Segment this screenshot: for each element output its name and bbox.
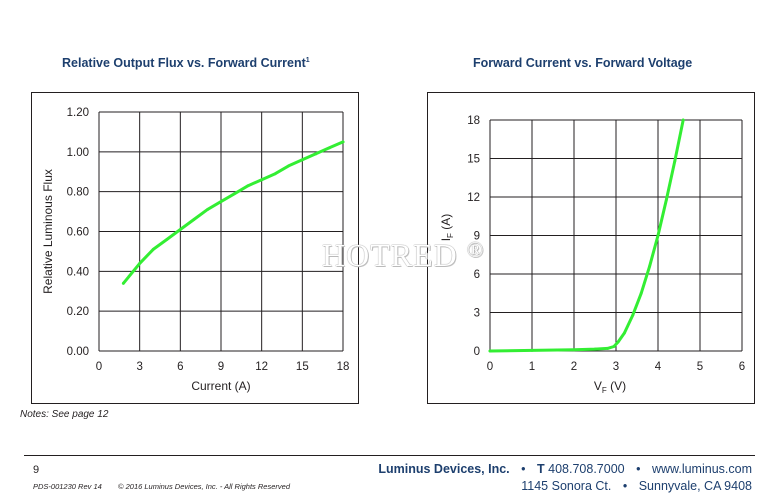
x-tick-label: 12 xyxy=(255,361,268,373)
city-address: Sunnyvale, CA 9408 xyxy=(638,479,752,493)
phone-number: 408.708.7000 xyxy=(548,462,625,476)
flux-chart-title: Relative Output Flux vs. Forward Current… xyxy=(62,56,310,70)
y-tick-label: 0 xyxy=(474,346,480,358)
x-axis-label-subscript: F xyxy=(602,386,607,395)
data-point xyxy=(178,228,182,231)
y-tick-label: 0.80 xyxy=(67,187,89,199)
x-tick-label: 1 xyxy=(529,361,535,373)
data-point xyxy=(273,172,277,176)
y-tick-label: 15 xyxy=(467,154,480,166)
data-point xyxy=(631,313,635,317)
x-tick-label: 6 xyxy=(177,361,183,373)
data-point xyxy=(488,349,492,353)
data-point xyxy=(681,118,685,122)
x-tick-label: 5 xyxy=(697,361,703,373)
y-tick-label: 0.20 xyxy=(67,306,89,318)
y-tick-label: 1.20 xyxy=(67,107,89,119)
data-point xyxy=(616,340,620,344)
contact-line-2: 1145 Sonora Ct. • Sunnyvale, CA 9408 xyxy=(521,479,752,493)
y-axis-label: Relative Luminous Flux xyxy=(41,169,55,294)
bullet-separator: • xyxy=(622,479,628,493)
copyright-notice: © 2016 Luminus Devices, Inc. - All Right… xyxy=(118,482,290,491)
notes-text: Notes: See page 12 xyxy=(20,409,109,420)
iv-chart-frame xyxy=(427,92,755,404)
contact-line-1: Luminus Devices, Inc. • T 408.708.7000 •… xyxy=(378,462,752,476)
iv-chart-title-text: Forward Current vs. Forward Voltage xyxy=(473,56,693,70)
flux-chart-title-footnote: 1 xyxy=(305,56,310,64)
data-point xyxy=(233,192,236,196)
data-point xyxy=(623,331,626,335)
phone-prefix: T xyxy=(537,462,545,476)
document-id: PDS-001230 Rev 14 xyxy=(33,482,102,491)
page-number: 9 xyxy=(33,464,40,476)
company-name: Luminus Devices, Inc. xyxy=(378,462,510,476)
data-point xyxy=(192,218,196,221)
x-axis-label: Current (A) xyxy=(191,379,250,393)
watermark: HOTRED ® xyxy=(322,237,484,274)
y-tick-label: 1.00 xyxy=(67,147,89,159)
x-axis-label-main: V xyxy=(594,379,602,393)
data-point xyxy=(165,238,169,241)
y-tick-label: 0.60 xyxy=(67,227,89,239)
data-point xyxy=(300,158,304,162)
y-tick-label: 0.40 xyxy=(67,266,89,278)
data-point xyxy=(151,248,155,251)
data-point xyxy=(328,146,331,150)
iv-chart-title: Forward Current vs. Forward Voltage xyxy=(473,56,692,70)
data-point xyxy=(606,347,609,350)
data-point xyxy=(593,347,597,351)
footer-divider xyxy=(24,455,755,456)
y-tick-label: 3 xyxy=(474,308,480,320)
data-point xyxy=(639,291,643,295)
y-tick-label: 12 xyxy=(467,192,480,204)
y-axis-label-subscript: F xyxy=(446,233,455,238)
data-point xyxy=(530,348,534,352)
watermark-registered-mark: ® xyxy=(466,237,485,262)
data-point xyxy=(287,164,291,168)
y-tick-label: 9 xyxy=(474,231,480,243)
data-point xyxy=(314,152,318,156)
data-point xyxy=(206,208,209,211)
bullet-separator: • xyxy=(636,462,641,476)
data-point xyxy=(673,159,677,163)
watermark-text: HOTRED xyxy=(322,237,458,273)
x-tick-label: 15 xyxy=(296,361,309,373)
y-tick-label: 0.00 xyxy=(67,346,89,358)
data-point xyxy=(138,261,142,265)
data-point xyxy=(612,345,616,348)
x-axis-label: VF (V) xyxy=(594,379,626,395)
data-point xyxy=(341,140,345,144)
x-tick-label: 4 xyxy=(655,361,662,373)
data-point xyxy=(122,281,125,285)
data-point xyxy=(260,178,264,182)
y-tick-label: 18 xyxy=(467,115,480,127)
data-point xyxy=(665,198,668,201)
x-tick-label: 6 xyxy=(739,361,745,373)
bullet-separator: • xyxy=(521,462,526,476)
data-point xyxy=(648,264,651,268)
website-link[interactable]: www.luminus.com xyxy=(651,462,752,476)
y-axis-label-unit: (A) xyxy=(439,214,453,233)
data-point xyxy=(656,234,660,237)
data-point xyxy=(572,348,576,352)
x-tick-label: 2 xyxy=(571,361,577,373)
x-tick-label: 9 xyxy=(218,361,224,373)
x-tick-label: 3 xyxy=(613,361,619,373)
y-tick-label: 6 xyxy=(474,269,480,281)
y-axis-label-main: I xyxy=(439,238,453,241)
flux-chart-title-text: Relative Output Flux vs. Forward Current xyxy=(62,56,306,70)
flux-chart-frame xyxy=(31,92,359,404)
x-tick-label: 3 xyxy=(136,361,142,373)
x-tick-label: 0 xyxy=(96,361,102,373)
data-point xyxy=(219,200,223,204)
x-tick-label: 18 xyxy=(337,361,350,373)
y-axis-label: IF (A) xyxy=(439,214,455,242)
x-axis-label-unit: (V) xyxy=(607,379,626,393)
data-point xyxy=(246,184,250,188)
street-address: 1145 Sonora Ct. xyxy=(521,479,612,493)
x-tick-label: 0 xyxy=(487,361,493,373)
